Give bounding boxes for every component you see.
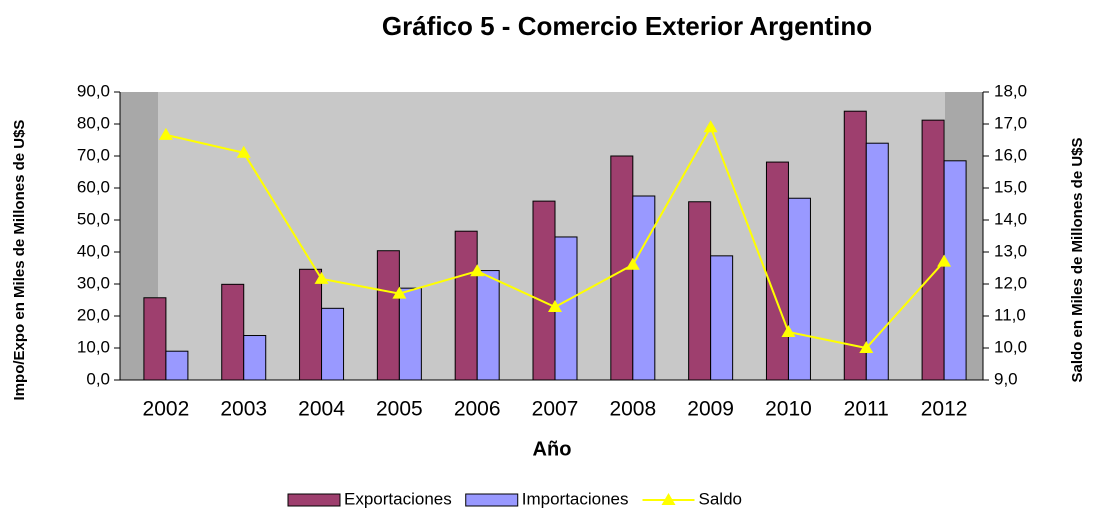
y-tick-label: 0,0 bbox=[86, 369, 110, 388]
bar bbox=[476, 270, 500, 381]
legend-marker bbox=[661, 493, 676, 505]
marker bbox=[781, 325, 796, 337]
y-tick-label: 70,0 bbox=[77, 145, 110, 164]
marker bbox=[859, 341, 874, 353]
bar bbox=[632, 195, 656, 381]
y-tick-label: 30,0 bbox=[77, 273, 110, 292]
marker bbox=[158, 127, 173, 140]
bar bbox=[376, 250, 400, 381]
y-tick-label: 50,0 bbox=[77, 209, 110, 228]
y2-tick-label: 13,0 bbox=[994, 241, 1027, 260]
bar bbox=[710, 255, 734, 381]
marker bbox=[625, 257, 640, 270]
x-tick-label: 2005 bbox=[376, 398, 423, 421]
x-axis-label: Año bbox=[533, 438, 572, 460]
legend-swatch bbox=[465, 493, 519, 507]
x-tick-label: 2011 bbox=[844, 398, 889, 421]
y-tick-label: 80,0 bbox=[77, 113, 110, 132]
bar bbox=[243, 335, 267, 381]
y2-tick-label: 17,0 bbox=[994, 113, 1027, 132]
bar bbox=[398, 287, 422, 381]
x-tick-label: 2002 bbox=[143, 398, 190, 421]
y2-tick-label: 15,0 bbox=[994, 177, 1027, 196]
bar bbox=[221, 283, 245, 381]
y2-tick-label: 11,0 bbox=[994, 305, 1026, 324]
y2-tick-label: 10,0 bbox=[994, 337, 1027, 356]
bar bbox=[787, 197, 811, 381]
bar bbox=[688, 201, 712, 381]
x-tick-label: 2006 bbox=[454, 398, 501, 421]
y-tick-label: 20,0 bbox=[77, 305, 110, 324]
bar bbox=[143, 297, 167, 381]
x-tick-label: 2008 bbox=[609, 398, 656, 421]
x-tick-label: 2012 bbox=[921, 398, 968, 421]
bar bbox=[165, 350, 189, 381]
y2-axis-label: Saldo en Miles de Millones de U$S bbox=[1069, 137, 1086, 382]
marker bbox=[548, 300, 562, 313]
y2-tick-label: 18,0 bbox=[994, 81, 1027, 100]
marker bbox=[314, 271, 329, 284]
legend-swatch bbox=[287, 493, 341, 507]
bar bbox=[454, 230, 478, 381]
y-tick-label: 10,0 bbox=[77, 337, 110, 356]
bar bbox=[943, 160, 967, 381]
y2-tick-label: 9,0 bbox=[994, 369, 1018, 388]
y-tick-label: 60,0 bbox=[77, 177, 110, 196]
y2-tick-label: 16,0 bbox=[994, 145, 1027, 164]
chart-title: Gráfico 5 - Comercio Exterior Argentino bbox=[382, 11, 872, 41]
x-tick-label: 2004 bbox=[298, 398, 345, 421]
bar bbox=[843, 110, 867, 381]
bar bbox=[765, 161, 789, 381]
legend-label: Importaciones bbox=[522, 489, 629, 508]
x-tick-label: 2003 bbox=[220, 398, 267, 421]
x-tick-label: 2007 bbox=[532, 398, 579, 421]
marker bbox=[392, 286, 407, 299]
bar bbox=[321, 307, 345, 381]
legend-label: Saldo bbox=[699, 489, 742, 508]
y-tick-label: 90,0 bbox=[77, 81, 110, 100]
bar bbox=[299, 268, 323, 381]
bar bbox=[921, 119, 945, 381]
y2-tick-label: 12,0 bbox=[994, 273, 1027, 292]
bar bbox=[865, 142, 889, 381]
marker bbox=[703, 120, 718, 133]
marker bbox=[236, 145, 251, 158]
y-tick-label: 40,0 bbox=[77, 241, 110, 260]
x-tick-label: 2009 bbox=[687, 398, 734, 421]
marker bbox=[470, 264, 485, 277]
y-axis-label: Impo/Expo en Miles de Millones de U$S bbox=[11, 120, 28, 401]
bar bbox=[532, 200, 556, 381]
legend-label: Exportaciones bbox=[344, 489, 452, 508]
x-tick-label: 2010 bbox=[765, 398, 812, 421]
y2-tick-label: 14,0 bbox=[994, 209, 1027, 228]
marker bbox=[937, 254, 952, 267]
